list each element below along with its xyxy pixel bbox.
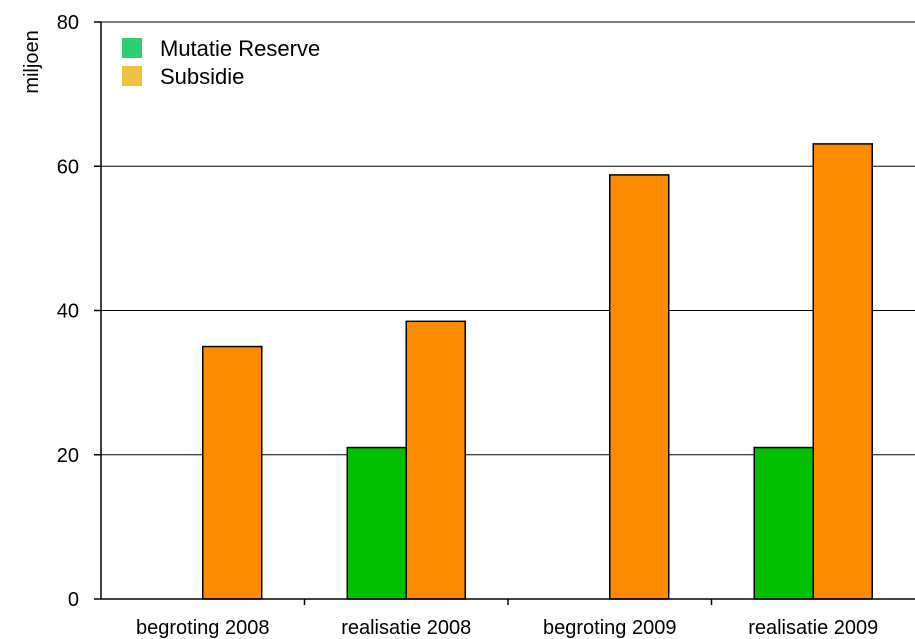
bar-subsidie-0 — [202, 345, 263, 600]
x-tick-label-1: realisatie 2008 — [341, 617, 471, 639]
y-tick-label-0: 0 — [68, 589, 79, 611]
bar-subsidie-3 — [812, 143, 873, 600]
y-tick-label-20: 20 — [57, 445, 79, 467]
legend: Mutatie Reserve Subsidie — [122, 36, 320, 89]
legend-label-1: Subsidie — [160, 64, 244, 89]
legend-label-0: Mutatie Reserve — [160, 36, 320, 61]
y-axis-ticks: 0 20 40 60 80 — [57, 12, 101, 611]
bar-subsidie-2 — [609, 174, 670, 600]
x-tick-label-3: realisatie 2009 — [748, 617, 878, 639]
legend-swatch-1 — [122, 66, 142, 86]
legend-swatch-0 — [122, 38, 142, 58]
bar-mutatie-reserve-1 — [346, 446, 407, 600]
x-tick-label-0: begroting 2008 — [136, 617, 269, 639]
y-axis-title: miljoen — [21, 30, 43, 93]
y-tick-label-40: 40 — [57, 301, 79, 323]
y-tick-label-60: 60 — [57, 156, 79, 178]
x-tick-label-2: begroting 2009 — [543, 617, 676, 639]
x-axis-ticks: begroting 2008 realisatie 2008 begroting 2… — [136, 599, 878, 639]
bar-subsidie-1 — [405, 320, 466, 600]
y-tick-label-80: 80 — [57, 12, 79, 34]
bar-mutatie-reserve-3 — [753, 446, 814, 600]
bars — [202, 143, 873, 600]
